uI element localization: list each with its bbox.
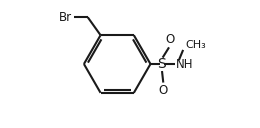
Text: CH₃: CH₃: [185, 40, 206, 50]
Text: O: O: [159, 84, 168, 97]
Text: O: O: [165, 33, 174, 46]
Text: NH: NH: [176, 57, 194, 71]
Text: S: S: [158, 57, 166, 71]
Text: Br: Br: [59, 11, 72, 24]
